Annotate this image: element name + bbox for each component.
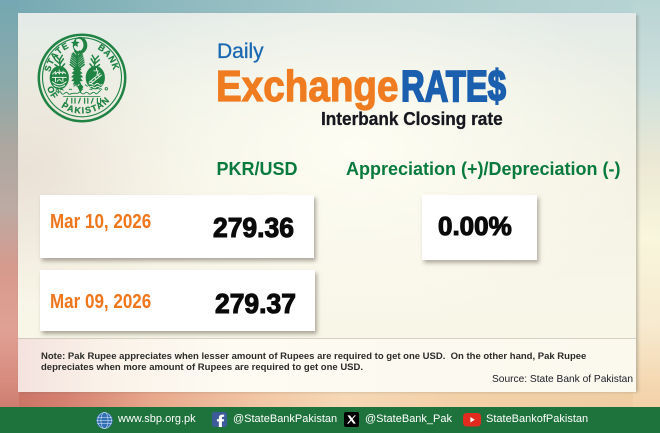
svg-text:PAKISTAN: PAKISTAN — [60, 94, 112, 115]
svg-text:BANK: BANK — [96, 42, 121, 71]
